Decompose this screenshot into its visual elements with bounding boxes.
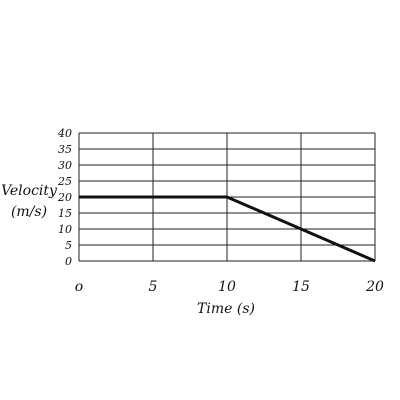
x-tick-label: 20 [365,279,384,295]
x-tick-label: 15 [292,279,310,295]
series-group [79,195,376,263]
y-tick-label: 40 [57,127,72,140]
y-tick-label: 25 [57,175,72,188]
y-axis-label-line1: Velocity [1,183,58,199]
y-tick-label: 30 [58,159,72,172]
x-tick-label: 10 [218,279,236,295]
x-tick-labels: o 5 10 15 20 [75,279,384,295]
y-tick-label: 5 [65,239,72,252]
y-tick-label: 20 [57,191,72,204]
y-axis-label-line2: (m/s) [11,204,47,220]
y-tick-label: 35 [58,143,72,156]
x-axis-label: Time (s) [197,301,255,317]
y-tick-labels: 0 5 10 15 20 25 30 35 40 [57,127,72,268]
y-tick-label: 10 [58,223,72,236]
x-tick-label: 5 [149,279,158,295]
velocity-series-line [79,195,376,263]
y-tick-label: 15 [58,207,72,220]
y-tick-label: 0 [65,255,72,268]
x-tick-label: o [75,279,83,295]
